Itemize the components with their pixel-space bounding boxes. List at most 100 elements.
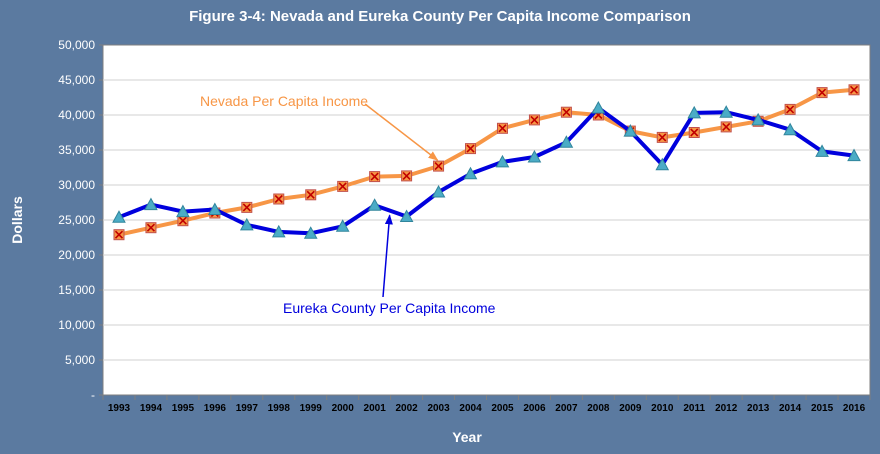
data-point-triangle bbox=[687, 105, 702, 119]
data-point-x-box bbox=[369, 171, 381, 183]
data-point-x-box bbox=[560, 106, 572, 118]
y-tick-label: 10,000 bbox=[58, 318, 95, 332]
x-tick-label: 2009 bbox=[619, 403, 642, 414]
data-point-x-box bbox=[784, 103, 796, 115]
data-point-x-box bbox=[656, 131, 668, 143]
x-tick-label: 1993 bbox=[108, 403, 131, 414]
data-point-triangle bbox=[112, 210, 126, 223]
y-axis-title: Dollars bbox=[9, 196, 25, 244]
series-layer bbox=[112, 84, 861, 241]
x-tick-label: 2006 bbox=[523, 403, 546, 414]
data-point-x-box bbox=[273, 193, 285, 205]
data-point-triangle bbox=[495, 154, 510, 168]
data-point-triangle bbox=[719, 105, 734, 118]
data-point-triangle bbox=[399, 209, 414, 222]
data-point-triangle bbox=[431, 184, 446, 198]
y-axis-ticks: - 5,000 10,000 15,000 20,000 25,000 30,000 35,0… bbox=[58, 38, 95, 402]
y-tick-label: 45,000 bbox=[58, 73, 95, 87]
data-point-triangle bbox=[623, 124, 638, 137]
data-point-x-box bbox=[528, 114, 540, 126]
marker-cross bbox=[722, 122, 731, 131]
marker-cross bbox=[498, 124, 507, 133]
marker-cross bbox=[402, 171, 411, 180]
data-point-x-box bbox=[305, 189, 317, 201]
x-tick-label: 2010 bbox=[651, 403, 674, 414]
marker-cross bbox=[849, 85, 859, 94]
data-point-triangle bbox=[271, 224, 286, 238]
x-tick-label: 2007 bbox=[555, 403, 578, 414]
data-point-x-box bbox=[816, 87, 828, 99]
data-point-x-box bbox=[720, 121, 732, 133]
annotation-nevada-label: Nevada Per Capita Income bbox=[200, 93, 368, 109]
x-tick-label: 2016 bbox=[843, 403, 866, 414]
marker-cross bbox=[658, 133, 667, 142]
y-tick-label: 50,000 bbox=[58, 38, 95, 52]
data-point-x-box bbox=[688, 127, 700, 138]
data-point-triangle bbox=[176, 204, 190, 218]
x-tick-label: 2008 bbox=[587, 403, 610, 414]
y-tick-label: 35,000 bbox=[58, 143, 95, 157]
x-tick-label: 2012 bbox=[715, 403, 738, 414]
data-point-triangle bbox=[335, 219, 350, 232]
x-tick-label: 1996 bbox=[204, 403, 227, 414]
data-point-x-box bbox=[848, 84, 860, 96]
data-point-triangle bbox=[655, 157, 670, 171]
y-tick-label: 40,000 bbox=[58, 108, 95, 122]
x-tick-label: 1998 bbox=[268, 403, 291, 414]
data-point-x-box bbox=[465, 143, 477, 155]
marker-cross bbox=[562, 108, 571, 117]
data-point-x-box bbox=[113, 229, 125, 241]
data-point-x-box bbox=[496, 122, 508, 134]
y-tick-label: 5,000 bbox=[65, 353, 95, 367]
x-tick-label: 2001 bbox=[364, 403, 387, 414]
x-axis-ticks: 1993 1994 1995 1996 1997 1998 1999 2000 2001 2002… bbox=[102, 395, 871, 414]
series-line bbox=[118, 106, 855, 236]
chart-title: Figure 3-4: Nevada and Eureka County Per… bbox=[189, 8, 691, 25]
y-tick-label: 30,000 bbox=[58, 178, 95, 192]
data-point-triangle bbox=[591, 100, 606, 114]
x-tick-label: 2003 bbox=[427, 403, 450, 414]
data-point-triangle bbox=[847, 148, 861, 162]
data-point-triangle bbox=[239, 217, 254, 231]
data-point-triangle bbox=[783, 122, 797, 136]
marker-cross bbox=[306, 190, 315, 199]
data-point-x-box bbox=[145, 222, 157, 234]
data-point-triangle bbox=[303, 226, 318, 239]
data-point-triangle bbox=[463, 166, 478, 180]
x-tick-label: 1999 bbox=[300, 403, 323, 414]
marker-cross bbox=[114, 230, 124, 239]
marker-cross bbox=[434, 162, 443, 171]
series-nevada bbox=[113, 84, 860, 241]
y-tick-label: 15,000 bbox=[58, 283, 95, 297]
x-tick-label: 2014 bbox=[779, 403, 802, 414]
x-tick-label: 1994 bbox=[140, 403, 163, 414]
marker-cross bbox=[530, 115, 539, 124]
data-point-triangle bbox=[527, 149, 542, 163]
annotation-eureka-arrow bbox=[382, 214, 393, 298]
marker-cross bbox=[146, 223, 156, 232]
marker-cross bbox=[817, 88, 827, 97]
annotation-eureka-label: Eureka County Per Capita Income bbox=[283, 300, 496, 316]
x-tick-label: 2005 bbox=[491, 403, 514, 414]
data-point-x-box bbox=[401, 170, 413, 182]
x-tick-label: 1995 bbox=[172, 403, 195, 414]
x-tick-label: 2015 bbox=[811, 403, 834, 414]
marker-cross bbox=[370, 172, 379, 181]
data-point-triangle bbox=[367, 198, 382, 211]
annotation-layer: Nevada Per Capita Income Eureka County Pe… bbox=[200, 93, 496, 316]
marker-cross bbox=[338, 182, 347, 191]
data-point-triangle bbox=[751, 112, 765, 126]
series-eureka bbox=[112, 100, 861, 239]
y-tick-label: 25,000 bbox=[58, 213, 95, 227]
marker-cross bbox=[242, 203, 251, 212]
data-point-triangle bbox=[815, 144, 829, 157]
data-point-triangle bbox=[208, 202, 222, 215]
x-tick-label: 2000 bbox=[332, 403, 355, 414]
data-point-x-box bbox=[241, 201, 253, 213]
data-point-x-box bbox=[177, 215, 189, 227]
x-tick-label: 1997 bbox=[236, 403, 259, 414]
y-tick-label: 20,000 bbox=[58, 248, 95, 262]
annotation-nevada-arrow bbox=[364, 103, 439, 161]
x-tick-label: 2004 bbox=[459, 403, 482, 414]
